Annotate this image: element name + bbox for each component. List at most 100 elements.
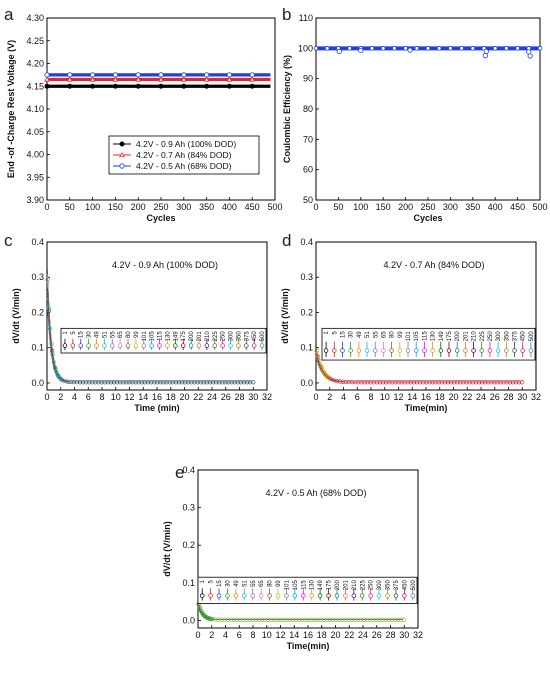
panel-a-series-point xyxy=(226,72,232,78)
panel-b-series-point xyxy=(369,46,375,51)
panel-e-xtick-label: 26 xyxy=(372,630,382,640)
panel-c-curve-point xyxy=(183,380,188,385)
panel-d-curve-point xyxy=(473,380,478,385)
panel-d-curve-point xyxy=(486,380,491,385)
panel-a-xtick-label: 200 xyxy=(131,202,146,212)
panel-c-cycle-curve xyxy=(46,269,252,383)
panel-e-curve-point xyxy=(216,617,221,622)
panel-e-curve-point xyxy=(318,617,323,622)
panel-c-curves xyxy=(46,269,252,383)
panel-a-series-point xyxy=(67,72,73,78)
panel-e-legend-label: 210 xyxy=(352,580,358,591)
panel-d-legend-marker xyxy=(405,348,411,353)
panel-b-series-point xyxy=(425,46,431,51)
panel-a-series-point xyxy=(226,83,232,89)
panel-a-series-point xyxy=(135,76,142,82)
panel-e-cycle-curve xyxy=(197,603,403,621)
panel-c-curve-point xyxy=(65,379,70,384)
panel-c-curve-point xyxy=(133,380,138,385)
panel-a-xtick-label: 300 xyxy=(176,202,191,212)
panel-e-ytick-label: 0.1 xyxy=(182,578,195,588)
panel-d-xtick-label: 16 xyxy=(421,392,431,402)
panel-c-xtick-label: 10 xyxy=(111,392,121,402)
panel-c-curve-point xyxy=(179,380,185,385)
panel-b-series-point xyxy=(470,46,476,51)
panel-d-curve-point xyxy=(430,380,435,385)
panel-c-legend-label: 101 xyxy=(142,331,148,342)
panel-e-cycle-curve xyxy=(197,604,403,621)
panel-e-legend-label: 115 xyxy=(301,580,307,590)
panel-d-legend-marker xyxy=(487,348,493,353)
panel-d-cycle-curve xyxy=(315,357,521,383)
panel-a-voltage-chart: 0 50 100 150 200 250 300 350 400 450 500 3.90 3.95 4.… xyxy=(6,13,283,223)
panel-a-xtick-label: 50 xyxy=(65,202,75,212)
panel-d-curve-point xyxy=(501,380,506,385)
panel-c-curve-point xyxy=(130,380,135,385)
panel-e-curve-point xyxy=(272,617,277,622)
panel-e-cycle-curve xyxy=(197,607,403,621)
panel-d-legend-marker xyxy=(381,348,386,353)
panel-c-curve-point xyxy=(214,380,219,385)
panel-a-series-point xyxy=(89,76,96,82)
panel-a-xtick-label: 250 xyxy=(153,202,168,212)
panel-d-curve-point xyxy=(436,380,441,385)
panel-a-series-point xyxy=(90,72,96,78)
panel-c-legend-label: 175 xyxy=(181,331,187,342)
panel-d-curve-point xyxy=(396,380,401,385)
panel-a-series-point xyxy=(204,83,210,89)
panel-c-curve-point xyxy=(217,380,222,385)
panel-e-legend-label: 30 xyxy=(225,580,231,587)
panel-d-curve-point xyxy=(448,380,454,385)
panel-e-curve-point xyxy=(231,617,237,622)
panel-d-curve-point xyxy=(455,380,460,385)
panel-e-legend-marker xyxy=(360,593,365,598)
panel-e-curve-point xyxy=(402,617,407,622)
panel-e-ytick-label: 0.4 xyxy=(182,465,195,475)
panel-a-series-point xyxy=(44,83,50,89)
panel-a-series-point xyxy=(158,76,164,82)
panel-e-curve-point xyxy=(225,617,231,622)
panel-letter-c: c xyxy=(4,231,13,250)
panel-c-legend-marker xyxy=(157,343,162,348)
panel-c-legend-marker xyxy=(70,343,76,348)
panel-c-curve-point xyxy=(51,360,57,365)
panel-d-legend-label: 201 xyxy=(463,331,469,342)
panel-d-legend-marker xyxy=(348,348,353,353)
panel-d-legend-marker xyxy=(323,348,329,353)
panel-a-series-point xyxy=(112,83,118,89)
panel-d-xtick-label: 30 xyxy=(517,392,527,402)
panel-d-legend-marker xyxy=(512,348,517,353)
panel-d-curve-point xyxy=(411,380,417,385)
panel-b-ytick-label: 50 xyxy=(303,195,313,205)
panel-b-ytick-label: 80 xyxy=(303,104,313,114)
panel-e-curve-point xyxy=(395,617,401,622)
panel-a-series-point xyxy=(180,76,187,82)
panel-b-outlier-point xyxy=(358,47,364,54)
panel-e-curve-point xyxy=(296,617,302,622)
panel-c-curve-point xyxy=(105,380,110,385)
panel-e-legend-marker xyxy=(410,593,416,598)
panel-d-legend-label: 105 xyxy=(414,331,420,342)
panel-e-baseline-markers xyxy=(196,601,407,622)
panel-a-xtick-label: 350 xyxy=(199,202,214,212)
panel-e-legend-label: 99 xyxy=(276,580,282,587)
panel-c-xtick-label: 26 xyxy=(221,392,231,402)
panel-e-curve-point xyxy=(315,617,320,622)
panel-b-series-point xyxy=(392,46,397,51)
panel-d-curve-point xyxy=(353,380,358,385)
panel-a-series-point xyxy=(181,83,187,89)
panel-b-series-point xyxy=(459,46,464,51)
panel-e-cycle-curve xyxy=(197,606,403,621)
panel-d-curve-point xyxy=(337,379,342,384)
panel-c-curve-point xyxy=(207,380,213,385)
panel-d-curve-point xyxy=(458,380,463,385)
panel-c-curve-point xyxy=(56,374,62,380)
panel-d-legend-label: 225 xyxy=(480,331,486,342)
panel-a-series-point xyxy=(44,76,50,82)
panel-c-curve-point xyxy=(99,380,104,385)
panel-d-legend-label: 49 xyxy=(357,331,363,338)
panel-b-ytick-label: 100 xyxy=(298,43,313,53)
panel-a-ytick-label: 3.90 xyxy=(26,195,44,205)
panel-d-legend-marker xyxy=(422,348,427,353)
panel-a-yaxis-label: End -of -Charge Rest Voltage (V) xyxy=(6,40,16,178)
